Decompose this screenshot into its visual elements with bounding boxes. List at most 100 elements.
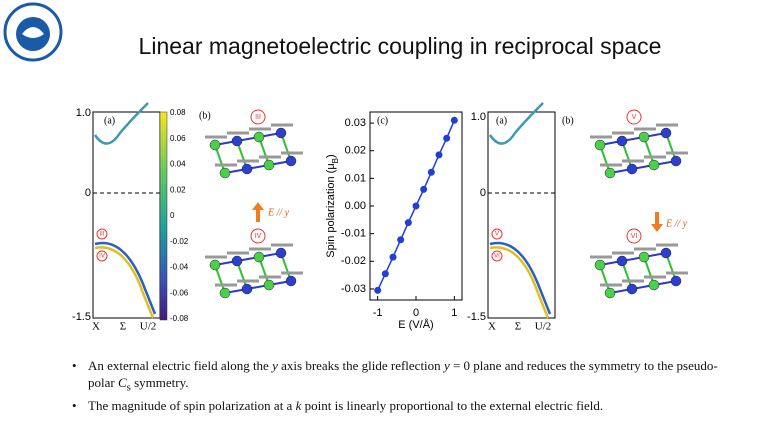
data-point [397,236,405,244]
text: y [443,358,450,373]
x-tick-label: U/2 [140,321,157,333]
atom [604,287,616,299]
y-tick-label: 0.02 [345,145,366,157]
colorbar-tick-label: 0.06 [170,134,186,143]
atom [219,167,231,179]
y-tick-label: 0.01 [345,172,366,184]
atom [604,167,616,179]
colorbar-tick-label: -0.02 [170,237,189,246]
atom [626,283,638,295]
text: y [272,358,278,373]
y-tick-label: 0 [85,187,91,199]
atom [241,283,253,295]
colorbar-tick-label: -0.08 [170,314,189,323]
y-tick-label: 1.0 [76,107,91,119]
logo [3,2,63,62]
panel-label: (b) [562,115,574,126]
structure-marker: V [632,114,637,121]
text: point is linearly proportional to the ex… [301,397,604,413]
atom [594,139,606,151]
text: symmetry. [130,375,189,390]
atom [638,251,650,263]
text: axis breaks the glide reflection [277,358,444,373]
atom [285,275,297,287]
slide-title: Linear magnetoelectric coupling in recip… [139,33,662,59]
atom [275,247,287,259]
y-tick-label: -1.5 [467,311,486,323]
atom [263,279,275,291]
data-point [389,253,397,261]
panel-label: (a) [496,115,507,126]
text: An external electric field along the [88,358,273,373]
data-point [374,286,382,294]
text: The magnitude of spin polarization at a [88,397,296,413]
x-tick-label: -1 [373,307,383,319]
x-axis-label: E (V/Å) [398,318,433,331]
k-marker: III [99,232,104,238]
bullet: The magnitude of spin polarization at a … [70,397,740,414]
atom [275,127,287,139]
y-tick-label: -0.03 [341,283,366,295]
field-label: E // y [267,207,290,218]
colorbar-tick-label: -0.06 [170,288,189,297]
data-point [412,202,420,210]
x-tick-label: Σ [515,321,521,333]
x-tick-label: 0 [413,307,419,319]
y-axis-label-sub: B [331,158,340,163]
atom [626,163,638,175]
y-tick-label: -0.02 [341,255,366,267]
y-tick-label: 0.03 [345,117,366,129]
colorbar-tick-label: -0.04 [170,263,189,272]
atom [648,279,660,291]
atom [616,135,628,147]
structure-marker: VI [631,233,638,240]
atom [638,131,650,143]
atom [660,247,672,259]
field-label: E // y [665,218,688,229]
band-panel-right: (a) 1.0 0 -1.5 X Σ U/2 V VI [467,102,556,333]
atom [209,259,221,271]
text: k [295,397,302,413]
panel-label: (a) [104,115,115,126]
atom [670,155,682,167]
colorbar-tick-label: 0.04 [170,160,186,169]
atom [594,259,606,271]
atom [241,163,253,175]
atom [616,255,628,267]
colorbar-tick-label: 0 [170,211,175,220]
y-axis-label: Spin polarization (μB) [325,154,340,257]
y-tick-label: -0.01 [341,228,366,240]
panel-label: (b) [199,110,211,121]
atom [285,155,297,167]
text: C [117,375,127,390]
text: s [126,381,131,394]
crystal-left: (b) III IV E // y [199,109,303,299]
x-tick-label: U/2 [535,321,552,333]
atom [263,159,275,171]
data-point [450,116,458,124]
atom [231,255,243,267]
chart-c: (c) E (V/Å) Spin polarization (μB) -0.03… [325,111,463,331]
data-point [404,219,412,227]
x-tick-label: X [92,321,100,333]
structure-marker: IV [255,233,262,240]
y-tick-label: 0 [480,187,486,199]
crystal-right: (b) V VI E // y [562,109,688,299]
y-tick-label: -1.5 [72,311,91,323]
atom [209,139,221,151]
data-point [443,134,451,142]
data-point [420,185,428,193]
band-panel-left: (a) 1.0 0 -1.5 X Σ U/2 III IV [72,102,161,333]
data-point [381,270,389,278]
atom [219,287,231,299]
y-axis-label-part: ) [325,154,337,158]
k-marker: VI [494,254,500,260]
x-tick-label: 1 [451,307,457,319]
k-marker: V [495,232,499,238]
k-marker: IV [99,254,105,260]
atom [648,159,660,171]
panel-label: (c) [377,115,388,126]
colorbar-tick-label: 0.02 [170,185,186,194]
structure-marker: III [255,114,261,121]
